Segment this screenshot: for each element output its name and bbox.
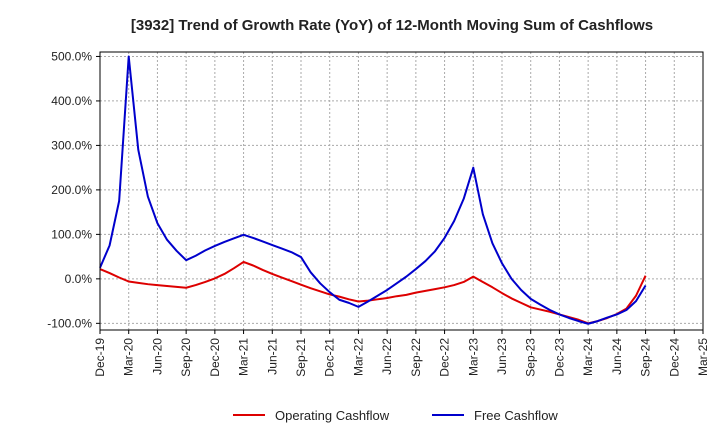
- x-tick-label: Dec-23: [552, 338, 566, 377]
- x-tick-label: Sep-21: [294, 338, 308, 377]
- x-tick-label: Jun-20: [150, 338, 164, 375]
- x-tick-label: Sep-20: [179, 338, 193, 377]
- y-tick-label: 400.0%: [51, 94, 92, 108]
- plot-area-frame: [99, 51, 704, 331]
- y-tick-label: 300.0%: [51, 138, 92, 152]
- x-tick-label: Mar-24: [581, 338, 595, 376]
- x-tick-label: Jun-23: [495, 338, 509, 375]
- y-tick-label: 200.0%: [51, 183, 92, 197]
- y-tick-label: -100.0%: [47, 316, 92, 330]
- chart-title: [3932] Trend of Growth Rate (YoY) of 12-…: [131, 17, 653, 34]
- legend: Operating Cashflow Free Cashflow: [233, 408, 558, 423]
- legend-label: Free Cashflow: [474, 408, 558, 423]
- x-tick-label: Mar-23: [466, 338, 480, 376]
- x-tick-label: Dec-24: [667, 338, 681, 377]
- x-tick-label: Jun-21: [265, 338, 279, 375]
- legend-label: Operating Cashflow: [275, 408, 390, 423]
- x-tick-label: Jun-24: [610, 338, 624, 375]
- x-tick-label: Mar-21: [237, 338, 251, 376]
- x-tick-label: Mar-22: [351, 338, 365, 376]
- x-tick-label: Dec-20: [208, 338, 222, 377]
- y-axis-ticks: 500.0% 400.0% 300.0% 200.0% 100.0% 0.0% -100.0…: [47, 49, 100, 330]
- grid: [99, 52, 704, 330]
- x-tick-label: Dec-19: [93, 338, 107, 377]
- series-line-operating-cashflow: [99, 260, 647, 325]
- x-tick-label: Dec-22: [438, 338, 452, 377]
- x-tick-label: Mar-25: [696, 338, 710, 376]
- x-tick-label: Jun-22: [380, 338, 394, 375]
- series-line-free-cashflow: [99, 55, 647, 325]
- x-tick-label: Mar-20: [122, 338, 136, 376]
- x-tick-label: Sep-24: [639, 338, 653, 377]
- y-tick-label: 100.0%: [51, 227, 92, 241]
- x-axis-ticks: Dec-19 Mar-20 Jun-20 Sep-20 Dec-20 Mar-21 Jun-…: [93, 330, 710, 377]
- x-tick-label: Dec-21: [323, 338, 337, 377]
- series-lines: [99, 55, 647, 325]
- y-tick-label: 500.0%: [51, 49, 92, 63]
- x-tick-label: Sep-22: [409, 338, 423, 377]
- x-tick-label: Sep-23: [524, 338, 538, 377]
- y-tick-label: 0.0%: [65, 272, 93, 286]
